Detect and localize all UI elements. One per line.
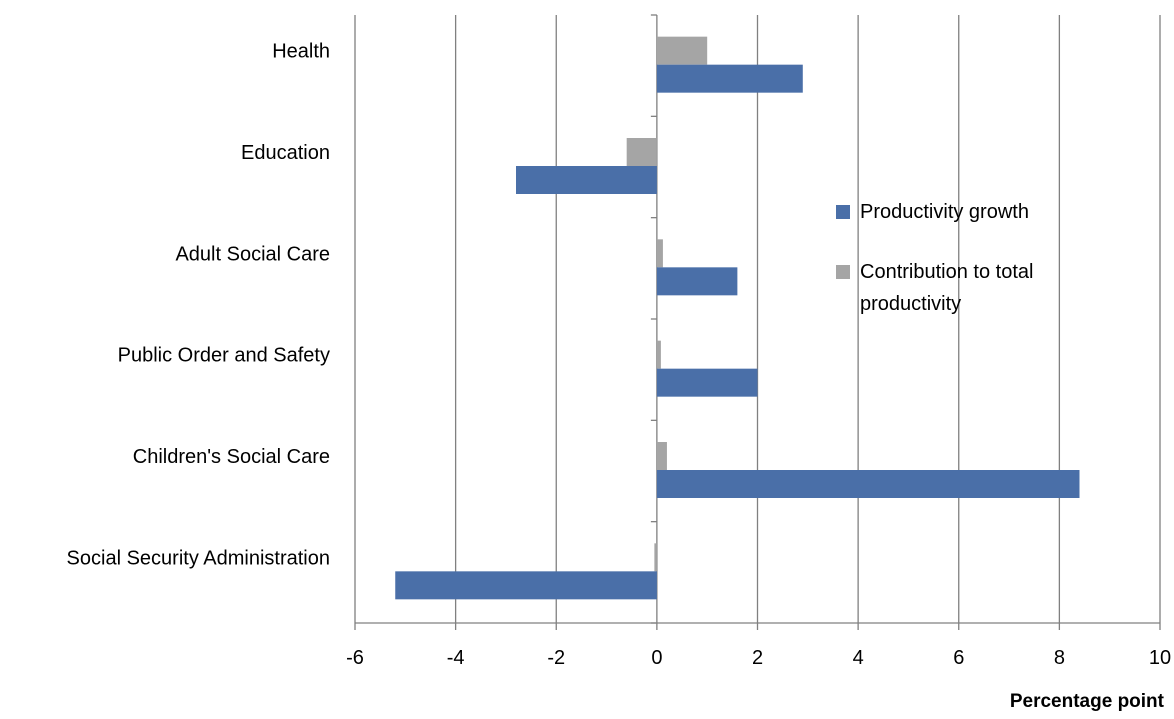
- bar-productivity-growth-3: [656, 368, 758, 397]
- category-label-2: Adult Social Care: [175, 243, 330, 265]
- bar-contribution-to-total-productivity-4: [656, 442, 667, 470]
- legend-item-contribution: Contribution to total productivity: [836, 256, 1100, 320]
- bar-contribution-to-total-productivity-1: [626, 138, 657, 166]
- x-tick-label-7: 8: [1054, 647, 1065, 669]
- category-label-1: Education: [241, 142, 330, 164]
- legend-item-productivity-growth: Productivity growth: [836, 196, 1100, 228]
- legend-label-productivity-growth: Productivity growth: [860, 201, 1029, 223]
- bar-productivity-growth-0: [656, 64, 803, 93]
- bar-productivity-growth-2: [656, 267, 738, 296]
- bar-contribution-to-total-productivity-2: [656, 239, 663, 268]
- x-tick-label-0: -6: [346, 647, 364, 669]
- legend-swatch-contribution: [836, 265, 850, 279]
- x-axis-label: Percentage point: [1009, 691, 1164, 712]
- x-tick-label-3: 0: [651, 647, 662, 669]
- category-label-4: Children's Social Care: [133, 446, 330, 468]
- legend-swatch-productivity-growth: [836, 205, 850, 219]
- x-tick-label-4: 2: [752, 647, 763, 669]
- category-label-0: Health: [272, 41, 330, 63]
- bar-productivity-growth-1: [516, 166, 657, 194]
- chart-legend: Productivity growth Contribution to tota…: [836, 196, 1100, 320]
- x-tick-label-1: -4: [447, 647, 465, 669]
- category-label-5: Social Security Administration: [67, 547, 330, 569]
- x-tick-label-6: 6: [953, 647, 964, 669]
- x-tick-label-5: 4: [853, 647, 864, 669]
- bar-contribution-to-total-productivity-5: [654, 543, 657, 572]
- x-tick-label-8: 10: [1149, 647, 1171, 669]
- bar-productivity-growth-5: [395, 571, 657, 600]
- bar-contribution-to-total-productivity-3: [656, 340, 661, 369]
- bar-productivity-growth-4: [656, 470, 1080, 498]
- legend-label-contribution: Contribution to total productivity: [860, 261, 1034, 315]
- bar-contribution-to-total-productivity-0: [656, 36, 708, 65]
- category-label-3: Public Order and Safety: [118, 345, 330, 367]
- x-tick-label-2: -2: [547, 647, 565, 669]
